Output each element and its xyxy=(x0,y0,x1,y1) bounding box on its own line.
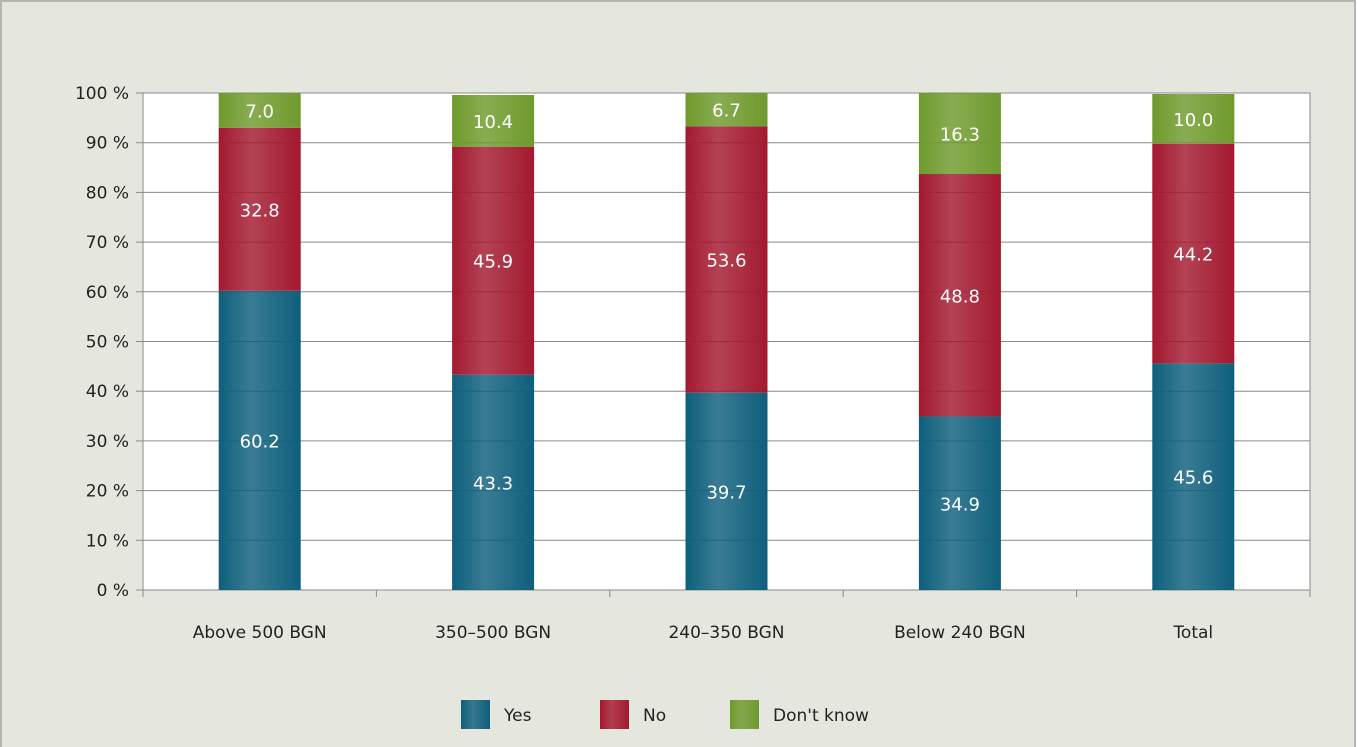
y-tick-label: 10 % xyxy=(86,531,129,551)
data-label-no: 44.2 xyxy=(1173,245,1213,266)
legend-label-don-t-know: Don't know xyxy=(773,706,869,726)
data-label-don-t-know: 10.4 xyxy=(473,112,513,133)
x-tick-label: Above 500 BGN xyxy=(193,623,327,643)
y-tick-label: 30 % xyxy=(86,432,129,452)
bar-yes-240-350-bgn xyxy=(685,392,768,590)
data-label-yes: 45.6 xyxy=(1173,468,1213,489)
bar-don-t-know-total xyxy=(1152,93,1235,144)
bar-no-below-240-bgn xyxy=(918,174,1001,417)
y-tick-label: 40 % xyxy=(86,382,129,402)
bar-yes-total xyxy=(1152,363,1235,590)
bar-yes-above-500-bgn xyxy=(218,290,301,590)
legend-swatch-don-t-know xyxy=(730,700,759,729)
x-tick-label: 350–500 BGN xyxy=(435,623,551,643)
data-label-yes: 34.9 xyxy=(940,494,980,515)
x-tick-label: Total xyxy=(1172,623,1213,643)
y-tick-label: 80 % xyxy=(86,183,129,203)
y-tick-label: 60 % xyxy=(86,283,129,303)
data-label-don-t-know: 7.0 xyxy=(245,101,274,122)
data-label-don-t-know: 10.0 xyxy=(1173,110,1213,131)
y-axis: 0 % 10 % 20 % 30 % 40 % 50 % 60 % 70 % 80 % 90 % 1… xyxy=(75,84,143,601)
data-label-don-t-know: 16.3 xyxy=(940,125,980,146)
bar-don-t-know-below-240-bgn xyxy=(918,93,1001,175)
x-tick-label: Below 240 BGN xyxy=(894,623,1026,643)
y-tick-label: 70 % xyxy=(86,233,129,253)
data-label-no: 53.6 xyxy=(706,250,746,271)
bar-no-total xyxy=(1152,143,1235,364)
x-axis: Above 500 BGN 350–500 BGN 240–350 BGN Below… xyxy=(142,590,1311,643)
data-label-don-t-know: 6.7 xyxy=(712,101,741,122)
bar-yes-below-240-bgn xyxy=(918,416,1001,590)
y-tick-label: 0 % xyxy=(97,581,129,601)
data-label-yes: 39.7 xyxy=(706,482,746,503)
bar-no-240-350-bgn xyxy=(685,126,768,393)
bar-don-t-know-240-350-bgn xyxy=(685,93,768,127)
legend-label-yes: Yes xyxy=(503,706,532,726)
y-tick-label: 50 % xyxy=(86,333,129,353)
legend: Yes No Don't know xyxy=(461,700,869,729)
legend-swatch-no xyxy=(600,700,629,729)
data-label-no: 48.8 xyxy=(940,286,980,307)
bar-yes-350-500-bgn xyxy=(452,374,535,590)
bar-no-above-500-bgn xyxy=(218,127,301,291)
y-tick-label: 100 % xyxy=(75,84,129,104)
bar-no-350-500-bgn xyxy=(452,146,535,375)
y-tick-label: 20 % xyxy=(86,482,129,502)
data-label-no: 45.9 xyxy=(473,252,513,273)
y-tick-label: 90 % xyxy=(86,134,129,154)
bar-don-t-know-350-500-bgn xyxy=(452,94,535,147)
bar-don-t-know-above-500-bgn xyxy=(218,93,301,128)
data-label-no: 32.8 xyxy=(240,200,280,221)
data-label-yes: 43.3 xyxy=(473,473,513,494)
legend-label-no: No xyxy=(643,706,666,726)
bars: 60.2 32.8 7.0 43.3 45.9 10.4 39.7 53.6 6.7 34.9 48… xyxy=(218,93,1235,590)
data-label-yes: 60.2 xyxy=(240,431,280,452)
x-tick-label: 240–350 BGN xyxy=(668,623,784,643)
legend-swatch-yes xyxy=(461,700,490,729)
